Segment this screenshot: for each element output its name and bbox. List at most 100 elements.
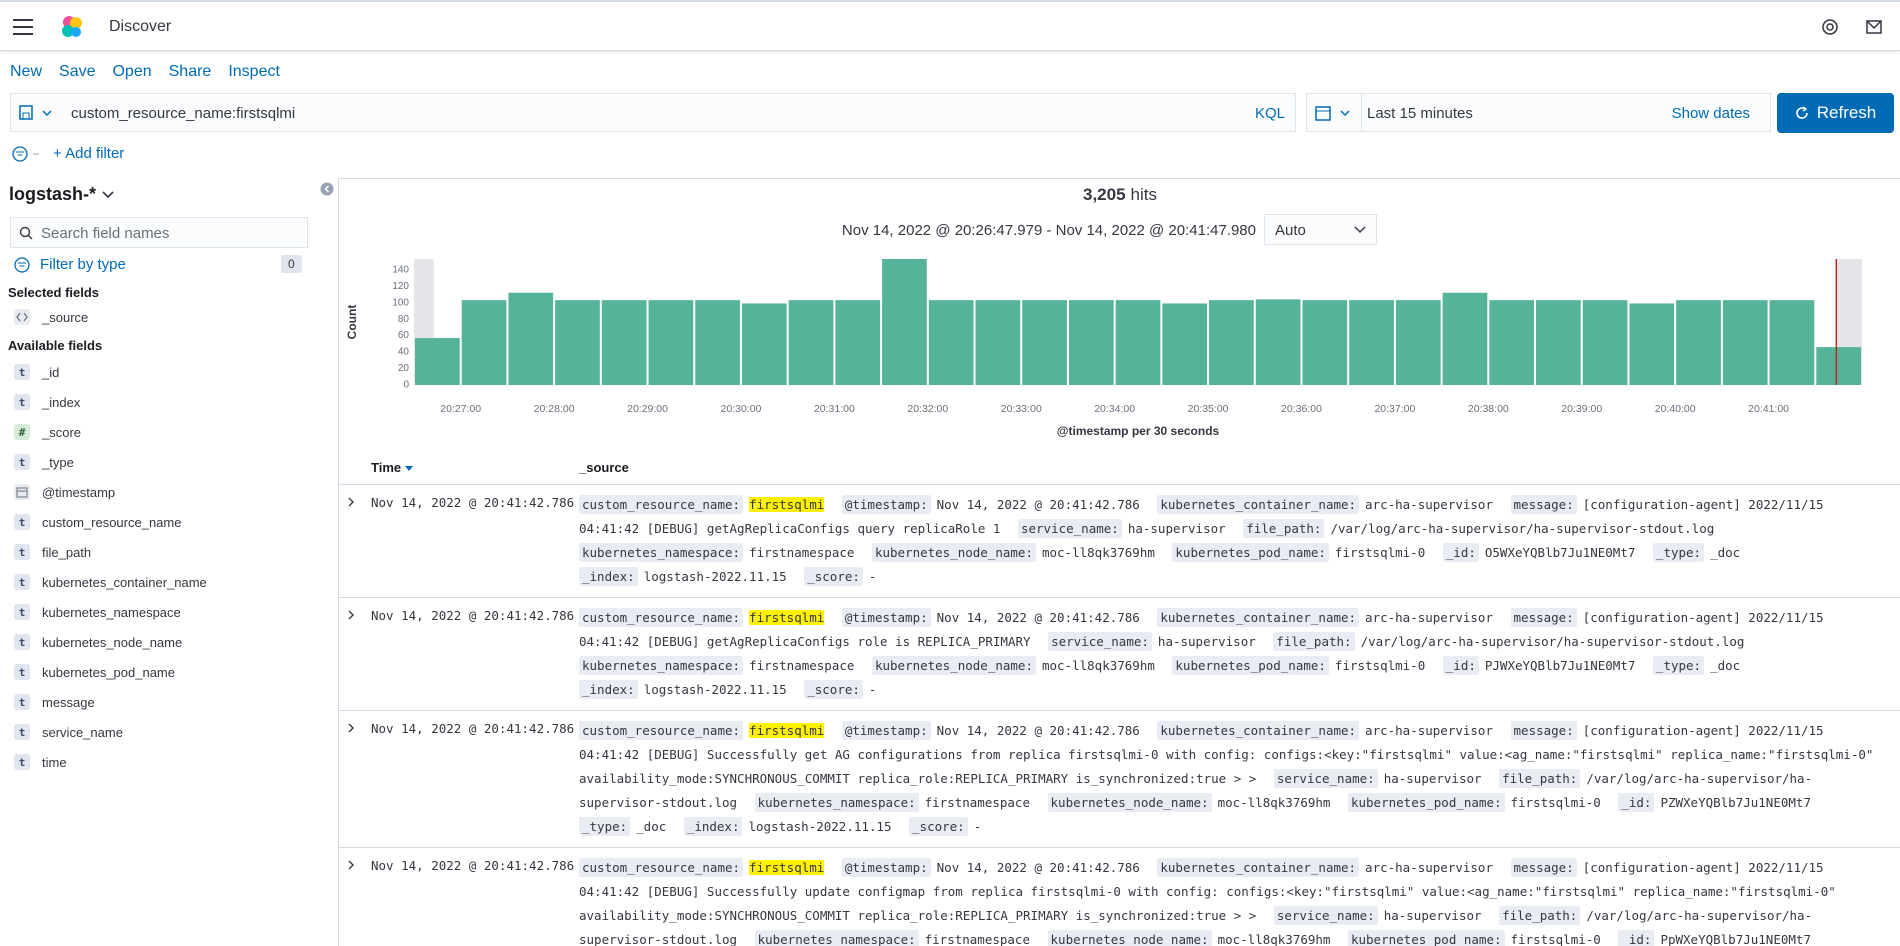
help-icon[interactable]: [1822, 19, 1838, 35]
field-key: @timestamp:: [841, 608, 931, 627]
field-value: PpWXeYQBlb7Ju1NE0Mt7: [1660, 932, 1811, 946]
field-item[interactable]: t kubernetes_pod_name: [14, 662, 175, 682]
field-value: ha-supervisor: [1127, 521, 1226, 536]
bar: [1068, 300, 1114, 385]
field-key: kubernetes_node_name:: [1047, 793, 1212, 812]
menu-item[interactable]: Open: [112, 63, 152, 80]
x-tick-label: 20:40:00: [1655, 403, 1696, 415]
x-tick-label: 20:36:00: [1281, 403, 1322, 415]
field-value: moc-ll8qk3769hm: [1217, 795, 1331, 810]
expand-button[interactable]: [347, 858, 355, 873]
hit-label: hits: [1131, 185, 1157, 204]
field-key: kubernetes_pod_name:: [1347, 793, 1505, 812]
field-icon: t: [14, 604, 30, 620]
query-text[interactable]: custom_resource_name:firstsqlmi: [71, 105, 296, 122]
field-value: -: [973, 819, 982, 834]
field-item[interactable]: _source: [14, 307, 88, 327]
field-item[interactable]: t kubernetes_container_name: [14, 572, 207, 592]
field-search[interactable]: Search field names: [10, 217, 308, 248]
row-source: custom_resource_name: firstsqlmi @timesta…: [579, 606, 1875, 702]
logo[interactable]: [60, 15, 84, 39]
field-name: custom_resource_name: [42, 514, 182, 530]
field-item[interactable]: t kubernetes_namespace: [14, 602, 181, 622]
hit-count: 3,205: [1083, 185, 1126, 204]
field-key: kubernetes_namespace:: [579, 543, 744, 562]
y-tick-label: 60: [398, 330, 410, 341]
show-dates[interactable]: Show dates: [1671, 105, 1750, 122]
field-key: file_path:: [1243, 519, 1325, 538]
field-value: [configuration-agent] 2022/11/15 04:41:4…: [579, 497, 1824, 536]
sort-icon: [404, 466, 413, 471]
field-item[interactable]: t _id: [14, 362, 59, 382]
field-key: message:: [1510, 721, 1577, 740]
interval-select[interactable]: Auto: [1264, 214, 1377, 245]
calendar-icon[interactable]: [1315, 105, 1355, 121]
field-item[interactable]: t file_path: [14, 542, 91, 562]
field-icon: t: [14, 544, 30, 560]
query-bar[interactable]: custom_resource_name:firstsqlmi KQL: [10, 93, 1296, 132]
field-item[interactable]: @timestamp: [14, 482, 115, 502]
field-value: arc-ha-supervisor: [1365, 723, 1493, 738]
field-item[interactable]: t service_name: [14, 722, 123, 742]
field-item[interactable]: t kubernetes_node_name: [14, 632, 182, 652]
field-name: kubernetes_namespace: [42, 604, 181, 620]
field-value: firstnamespace: [749, 545, 855, 560]
row-source: custom_resource_name: firstsqlmi @timesta…: [579, 856, 1875, 946]
bar: [1349, 300, 1394, 385]
field-name: _index: [42, 394, 81, 410]
field-key: file_path:: [1499, 906, 1581, 925]
filter-type-icon[interactable]: [14, 257, 30, 273]
field-key: custom_resource_name:: [579, 608, 744, 627]
field-value: firstsqlmi: [749, 610, 825, 625]
collapse-button[interactable]: [320, 182, 334, 196]
menu-button[interactable]: [13, 19, 33, 35]
menu-item[interactable]: Inspect: [228, 63, 280, 80]
field-icon: t: [14, 394, 30, 410]
mail-icon[interactable]: [1866, 20, 1882, 34]
x-tick-label: 20:27:00: [440, 403, 481, 415]
field-value: moc-ll8qk3769hm: [1041, 545, 1155, 560]
expand-button[interactable]: [347, 721, 355, 736]
menu-item[interactable]: Share: [168, 63, 212, 80]
field-item[interactable]: t _type: [14, 452, 74, 472]
filter-by-type[interactable]: Filter by type: [40, 256, 126, 273]
date-picker[interactable]: Last 15 minutes Show dates: [1306, 93, 1771, 132]
query-language[interactable]: KQL: [1254, 105, 1285, 122]
field-item[interactable]: t _index: [14, 392, 80, 412]
refresh-button[interactable]: Refresh: [1777, 93, 1894, 133]
field-item[interactable]: t message: [14, 692, 95, 712]
field-item[interactable]: t time: [14, 752, 67, 772]
search-placeholder: Search field names: [41, 225, 170, 242]
menu-item[interactable]: Save: [59, 63, 96, 80]
field-item[interactable]: t custom_resource_name: [14, 512, 181, 532]
field-key: message:: [1510, 495, 1577, 514]
row-time: Nov 14, 2022 @ 20:41:42.786: [371, 608, 575, 623]
expand-button[interactable]: [347, 608, 355, 623]
field-item[interactable]: # _score: [14, 422, 81, 442]
bar: [1769, 300, 1815, 385]
row-time: Nov 14, 2022 @ 20:41:42.786: [371, 495, 575, 510]
field-value: firstnamespace: [924, 932, 1030, 946]
bar: [648, 300, 694, 385]
time-range[interactable]: Last 15 minutes: [1367, 105, 1473, 122]
add-filter[interactable]: + Add filter: [53, 145, 125, 162]
saved-query-icon[interactable]: [19, 105, 55, 121]
field-value: firstsqlmi-0: [1510, 932, 1601, 946]
index-pattern[interactable]: logstash-*: [9, 184, 115, 205]
field-key: kubernetes_node_name:: [871, 656, 1036, 675]
field-key: custom_resource_name:: [579, 721, 744, 740]
filter-icon[interactable]: [12, 146, 44, 162]
bar: [695, 300, 740, 385]
section-title: Available fields: [8, 338, 103, 353]
histogram: 3,205 hits Nov 14, 2022 @ 20:26:47.979 - N…: [345, 185, 1862, 438]
menu-item[interactable]: New: [10, 63, 43, 80]
field-key: file_path:: [1273, 632, 1355, 651]
field-value: logstash-2022.11.15: [643, 569, 787, 584]
page-title: Discover: [109, 18, 172, 35]
row-time: Nov 14, 2022 @ 20:41:42.786: [371, 858, 575, 873]
column-time[interactable]: Time: [371, 460, 413, 475]
expand-button[interactable]: [347, 495, 355, 510]
x-tick-label: 20:38:00: [1468, 403, 1509, 415]
field-value: firstsqlmi: [749, 860, 825, 875]
field-name: service_name: [42, 724, 123, 740]
